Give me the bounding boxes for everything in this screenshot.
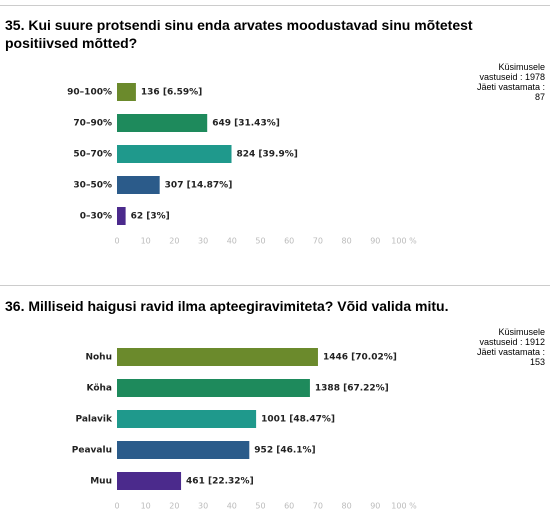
value-label: 649 [31.43%] <box>212 119 280 129</box>
x-tick-label: 0 <box>114 237 119 246</box>
category-label: Palavik <box>75 415 113 425</box>
category-label: Nohu <box>85 353 112 363</box>
x-tick-label: 50 <box>255 237 265 246</box>
response-stats: Küsimusele vastuseid : 1912 Jäeti vastama… <box>473 327 545 367</box>
x-tick-label: 20 <box>169 502 179 511</box>
bar <box>117 410 257 428</box>
stat-line: Küsimusele vastuseid : 1978 <box>479 62 545 82</box>
value-label: 952 [46.1%] <box>254 446 315 456</box>
x-tick-label: 100 % <box>391 237 417 246</box>
bar <box>117 348 318 366</box>
bar <box>117 441 250 459</box>
bar <box>117 114 208 132</box>
value-label: 307 [14.87%] <box>165 181 233 191</box>
category-label: 90–100% <box>67 88 112 98</box>
category-label: 0–30% <box>80 212 112 222</box>
response-stats: Küsimusele vastuseid : 1978 Jäeti vastama… <box>473 62 545 102</box>
value-label: 1388 [67.22%] <box>315 384 389 394</box>
x-tick-label: 60 <box>284 237 294 246</box>
bar <box>117 83 136 101</box>
category-label: Muu <box>90 477 112 487</box>
value-label: 461 [22.32%] <box>186 477 254 487</box>
x-tick-label: 50 <box>255 502 265 511</box>
value-label: 1001 [48.47%] <box>261 415 335 425</box>
x-tick-label: 0 <box>114 502 119 511</box>
stat-line: Jäeti vastamata : 153 <box>476 347 545 367</box>
x-tick-label: 60 <box>284 502 294 511</box>
x-tick-label: 30 <box>198 502 208 511</box>
separator <box>0 285 550 286</box>
value-label: 136 [6.59%] <box>141 88 202 98</box>
x-tick-label: 90 <box>370 502 380 511</box>
x-tick-label: 10 <box>141 502 151 511</box>
bar <box>117 207 126 225</box>
question-title: 36. Milliseid haigusi ravid ilma apteegi… <box>5 298 449 314</box>
category-label: 70–90% <box>73 119 112 129</box>
bar <box>117 176 160 194</box>
category-label: Köha <box>87 384 112 394</box>
x-tick-label: 80 <box>342 237 352 246</box>
bar <box>117 379 310 397</box>
stat-line: Küsimusele vastuseid : 1912 <box>479 327 545 347</box>
x-tick-label: 80 <box>342 502 352 511</box>
question-title: 35. Kui suure protsendi sinu enda arvate… <box>5 17 473 51</box>
bar-chart: 0 10 20 30 40 50 60 70 80 90 100 % 90–100% 136 [6.59… <box>67 83 417 246</box>
value-label: 824 [39.9%] <box>237 150 298 160</box>
category-label: 30–50% <box>73 181 112 191</box>
x-tick-label: 90 <box>370 237 380 246</box>
x-tick-label: 20 <box>169 237 179 246</box>
x-tick-label: 100 % <box>391 502 417 511</box>
x-tick-label: 30 <box>198 237 208 246</box>
category-label: Peavalu <box>72 446 112 456</box>
x-tick-label: 40 <box>227 237 237 246</box>
separator <box>0 5 550 6</box>
category-label: 50–70% <box>73 150 112 160</box>
x-tick-label: 70 <box>313 502 323 511</box>
stat-line: Jäeti vastamata : 87 <box>476 82 545 102</box>
bar <box>117 145 232 163</box>
x-tick-label: 70 <box>313 237 323 246</box>
x-tick-label: 40 <box>227 502 237 511</box>
value-label: 62 [3%] <box>131 212 170 222</box>
x-tick-label: 10 <box>141 237 151 246</box>
bar <box>117 472 182 490</box>
bar-chart: 0 10 20 30 40 50 60 70 80 90 100 % Nohu 1446 [70.02%… <box>72 348 417 511</box>
value-label: 1446 [70.02%] <box>323 353 397 363</box>
